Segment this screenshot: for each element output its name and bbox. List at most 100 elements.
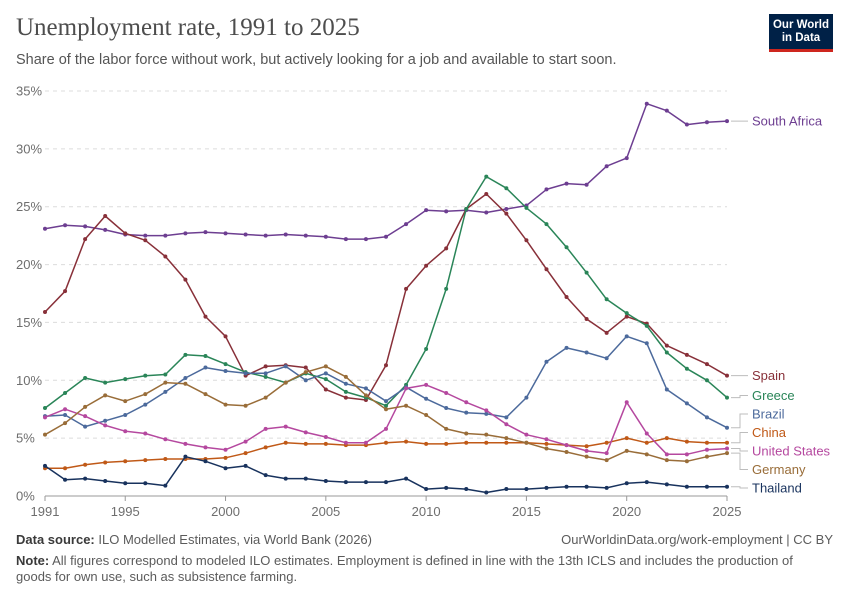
data-point-spain [704,362,709,367]
x-tick-label: 2010 [412,504,441,519]
data-point-south-africa [203,230,208,235]
data-point-thailand [444,485,449,490]
data-point-germany [404,403,409,408]
data-point-germany [43,432,47,437]
data-point-thailand [384,480,388,485]
x-tick-label: 1995 [111,504,140,519]
data-point-spain [584,316,589,321]
data-point-thailand [684,484,689,489]
data-point-brazil [464,410,469,415]
data-point-united-states [343,440,348,445]
data-point-china [123,459,128,464]
data-point-brazil [143,402,148,407]
data-point-brazil [524,395,529,400]
data-point-south-africa [363,237,368,242]
data-point-united-states [83,414,88,419]
data-point-south-africa [223,231,228,236]
data-point-spain [103,213,108,218]
data-point-united-states [624,400,629,405]
data-point-spain [444,246,449,251]
data-point-united-states [263,426,268,431]
data-point-brazil [644,341,649,346]
data-point-germany [303,370,308,375]
data-point-south-africa [584,182,589,187]
data-point-spain [684,352,689,357]
data-point-thailand [323,478,328,483]
data-point-greece [263,374,268,379]
data-point-united-states [43,415,47,420]
data-point-united-states [384,426,388,431]
data-point-thailand [564,484,569,489]
data-point-germany [83,404,88,409]
data-point-germany [123,399,128,404]
label-connector-germany [731,452,748,470]
data-point-thailand [504,487,509,492]
data-point-china [143,458,148,463]
chart-subtitle: Share of the labor force without work, b… [16,52,617,68]
label-connector-greece [731,395,748,399]
data-point-germany [484,432,489,437]
data-point-brazil [63,413,68,417]
data-point-china [303,441,308,446]
y-tick-label: 30% [16,141,42,156]
data-point-south-africa [604,164,609,169]
series-label-china: China [752,425,787,440]
y-tick-label: 10% [16,373,42,388]
data-point-brazil [424,396,429,401]
data-point-united-states [163,437,168,442]
data-point-greece [524,205,529,210]
data-point-greece [103,380,108,385]
series-label-thailand: Thailand [752,481,802,496]
data-point-spain [83,237,88,242]
data-point-thailand [704,484,709,489]
data-point-south-africa [63,223,68,228]
data-point-spain [343,395,348,400]
data-point-south-africa [384,234,388,239]
data-point-china [664,436,669,441]
data-point-greece [183,352,188,357]
data-point-spain [323,387,328,392]
data-point-greece [343,389,348,394]
data-point-united-states [103,423,108,428]
data-point-united-states [524,432,529,437]
label-connector-united-states [731,448,748,452]
data-point-brazil [664,387,669,392]
data-point-germany [624,448,629,453]
data-point-spain [303,365,308,370]
data-point-germany [644,452,649,457]
data-point-china [644,440,649,445]
data-point-brazil [203,365,208,370]
data-point-germany [283,380,288,385]
data-point-south-africa [725,119,729,124]
data-point-south-africa [263,233,268,238]
data-point-thailand [584,484,589,489]
data-point-spain [404,286,409,291]
data-point-germany [263,395,268,400]
note-label: Note: [16,553,50,568]
data-point-south-africa [624,156,629,161]
data-point-brazil [183,375,188,380]
y-tick-label: 25% [16,199,42,214]
data-point-united-states [504,422,509,427]
source-url-link[interactable]: OurWorldinData.org/work-employment | CC … [561,532,833,547]
data-point-greece [664,350,669,355]
data-point-brazil [684,401,689,406]
owid-logo[interactable]: Our World in Data [769,14,833,52]
data-point-greece [444,286,449,291]
data-point-greece [163,372,168,377]
data-point-united-states [143,431,148,436]
data-point-south-africa [143,233,148,238]
data-point-spain [183,277,188,282]
data-point-greece [223,362,228,367]
x-tick-label: 2000 [211,504,240,519]
data-point-germany [704,454,709,459]
y-tick-label: 15% [16,315,42,330]
data-point-greece [384,403,388,408]
data-point-south-africa [43,226,47,231]
data-point-china [404,439,409,444]
data-point-united-states [444,391,449,396]
data-point-south-africa [404,222,409,227]
data-point-thailand [303,476,308,481]
data-point-spain [384,363,388,368]
data-point-greece [123,377,128,382]
